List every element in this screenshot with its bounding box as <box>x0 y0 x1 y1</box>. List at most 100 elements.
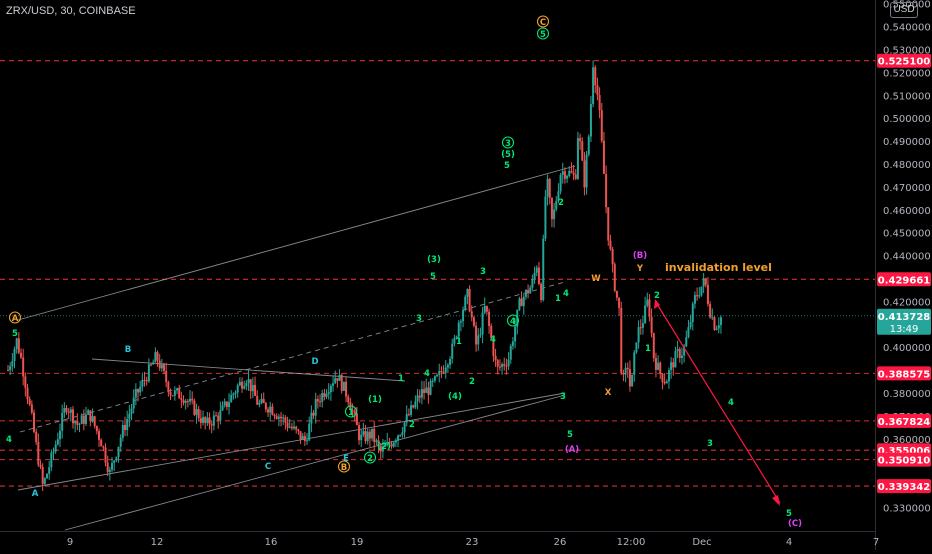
candle-body <box>509 346 512 360</box>
candle-body <box>379 445 382 452</box>
current-price-tag <box>877 308 931 335</box>
wave-label: 2 <box>654 291 660 301</box>
candle-body <box>605 173 608 208</box>
candle-body <box>405 414 408 423</box>
candle-body <box>275 416 278 419</box>
candle-body <box>644 305 647 324</box>
candle-body <box>219 410 222 421</box>
candle-body <box>85 414 88 424</box>
candle-body <box>295 426 298 430</box>
candle-body <box>269 406 272 413</box>
candle-body <box>362 431 365 435</box>
candle-body <box>243 386 246 389</box>
arrow-head <box>772 495 780 506</box>
candle-body <box>375 440 378 442</box>
candle-body <box>648 299 651 317</box>
x-tick-label: 4 <box>786 537 792 548</box>
candle-body <box>338 374 341 381</box>
candle-body <box>384 445 387 447</box>
candle-body <box>80 415 83 424</box>
price-level-tag <box>877 479 931 494</box>
candle-body <box>498 366 501 368</box>
candle-body <box>358 425 361 441</box>
candle-body <box>594 67 597 86</box>
candle-body <box>277 416 280 419</box>
wave-label: 5 <box>786 509 792 519</box>
candle-body <box>477 335 480 345</box>
candle-body <box>327 392 330 394</box>
candle-body <box>189 398 192 402</box>
candle-body <box>540 283 543 300</box>
candle-body <box>683 346 686 356</box>
candle-body <box>26 387 29 399</box>
candle-body <box>687 327 690 338</box>
candle-body <box>345 381 348 397</box>
candle-body <box>67 411 70 413</box>
candle-body <box>48 467 51 474</box>
candle-body <box>52 451 55 453</box>
wave-label: 4 <box>490 335 496 345</box>
candle-body <box>137 389 140 393</box>
candle-body <box>169 392 172 396</box>
y-tick-label: 0.330000 <box>883 504 931 515</box>
y-tick-label: 0.380000 <box>883 389 931 400</box>
wave-label: 4 <box>424 369 430 379</box>
candle-body <box>397 435 400 441</box>
candle-body <box>271 406 274 415</box>
candle-body <box>141 379 144 387</box>
candle-body <box>386 441 389 446</box>
candle-body <box>69 409 72 413</box>
wave-label: C <box>540 18 546 28</box>
candle-body <box>293 426 296 429</box>
currency-button[interactable]: USD <box>890 2 918 18</box>
candle-body <box>503 364 506 366</box>
candle-body <box>297 429 300 432</box>
candle-body <box>442 371 445 373</box>
candle-body <box>596 85 599 96</box>
candle-body <box>444 367 447 373</box>
wave-label: (5) <box>501 150 515 160</box>
candle-body <box>568 170 571 176</box>
candle-body <box>301 435 304 440</box>
wave-label: 2 <box>409 420 415 430</box>
y-tick-label: 0.400000 <box>883 343 931 354</box>
candle-body <box>585 154 588 188</box>
candle-body <box>147 364 150 382</box>
candle-body <box>286 422 289 428</box>
wave-label: 2 <box>558 198 564 208</box>
candle-body <box>451 343 454 359</box>
wave-label: 3 <box>416 314 422 324</box>
candle-body <box>713 317 716 330</box>
candle-body <box>685 337 688 347</box>
candle-body <box>709 304 712 318</box>
candle-body <box>440 371 443 373</box>
candle-body <box>381 446 384 452</box>
y-tick-label: 0.500000 <box>883 114 931 125</box>
wave-label: (A) <box>565 445 579 455</box>
wave-label: 1 <box>645 344 651 354</box>
candle-body <box>193 400 196 415</box>
candle-body <box>468 289 471 312</box>
candle-body <box>518 298 521 310</box>
candle-body <box>262 398 265 404</box>
wave-label: B <box>125 345 131 355</box>
candle-body <box>93 416 96 426</box>
candle-body <box>115 457 118 461</box>
price-level-label: 0.350910 <box>878 456 931 467</box>
candle-body <box>321 392 324 402</box>
candle-body <box>401 432 404 435</box>
candle-body <box>74 421 77 424</box>
candle-body <box>680 355 683 358</box>
candle-body <box>563 171 566 179</box>
wave-label: (1) <box>368 395 382 405</box>
candle-body <box>652 333 655 358</box>
y-tick-label: 0.490000 <box>883 137 931 148</box>
candle-body <box>371 428 374 439</box>
wave-label: 5 <box>567 430 573 440</box>
candle-body <box>22 357 25 377</box>
y-tick-label: 0.360000 <box>883 435 931 446</box>
candle-body <box>210 424 213 426</box>
candle-body <box>464 296 467 311</box>
